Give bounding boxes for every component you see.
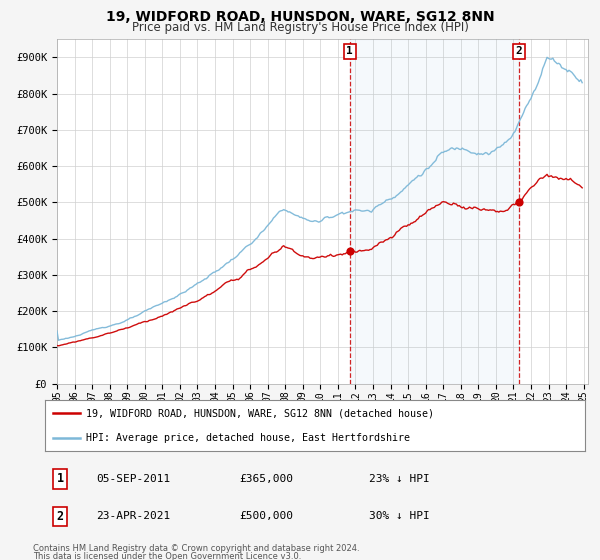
Text: 1: 1 (346, 46, 353, 57)
Text: This data is licensed under the Open Government Licence v3.0.: This data is licensed under the Open Gov… (33, 552, 301, 560)
Text: Price paid vs. HM Land Registry's House Price Index (HPI): Price paid vs. HM Land Registry's House … (131, 21, 469, 34)
Text: HPI: Average price, detached house, East Hertfordshire: HPI: Average price, detached house, East… (86, 433, 409, 443)
Text: 19, WIDFORD ROAD, HUNSDON, WARE, SG12 8NN (detached house): 19, WIDFORD ROAD, HUNSDON, WARE, SG12 8N… (86, 408, 433, 418)
Point (345, 247, 355, 256)
Text: £365,000: £365,000 (239, 474, 293, 484)
Bar (350, 39, 519, 384)
Text: Contains HM Land Registry data © Crown copyright and database right 2024.: Contains HM Land Registry data © Crown c… (33, 544, 359, 553)
Text: 05-SEP-2011: 05-SEP-2011 (96, 474, 170, 484)
Text: 19, WIDFORD ROAD, HUNSDON, WARE, SG12 8NN: 19, WIDFORD ROAD, HUNSDON, WARE, SG12 8N… (106, 10, 494, 24)
Text: 2: 2 (56, 510, 64, 523)
Text: 1: 1 (56, 472, 64, 486)
Text: 30% ↓ HPI: 30% ↓ HPI (369, 511, 430, 521)
Text: 23-APR-2021: 23-APR-2021 (96, 511, 170, 521)
Text: 2: 2 (515, 46, 522, 57)
Text: £500,000: £500,000 (239, 511, 293, 521)
Text: 23% ↓ HPI: 23% ↓ HPI (369, 474, 430, 484)
Point (514, 198, 524, 207)
